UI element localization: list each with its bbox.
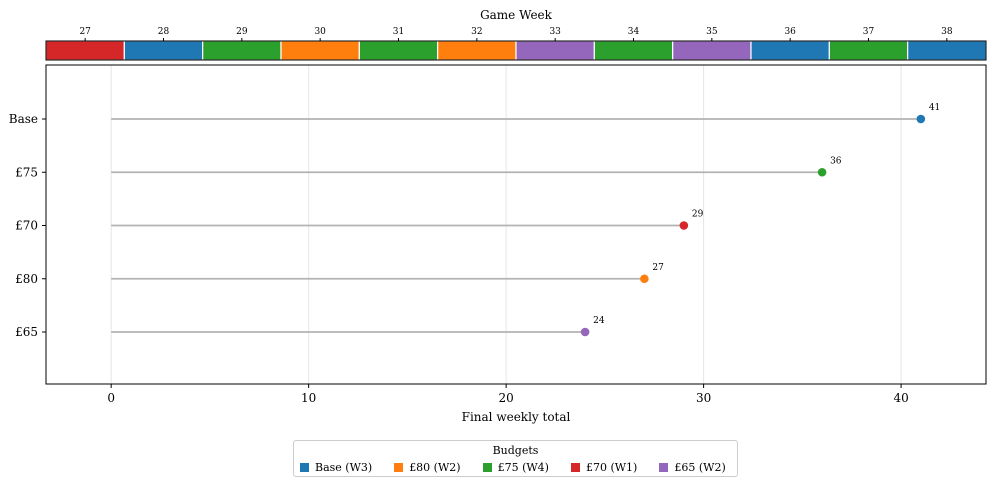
data-point <box>679 221 689 230</box>
data-label: 41 <box>929 103 940 113</box>
week-label: 33 <box>549 27 561 37</box>
legend-swatch <box>394 463 404 472</box>
x-axis: 0 10 20 30 40 <box>107 384 909 405</box>
data-point <box>640 274 649 284</box>
data-label: 29 <box>692 210 704 220</box>
legend-label: £70 (W1) <box>585 461 638 474</box>
legend-entry: £65 (W2) <box>659 461 726 474</box>
legend-entry: Base (W3) <box>300 461 372 474</box>
y-tick-label: £75 <box>15 165 38 179</box>
data-point <box>817 167 827 177</box>
week-label: 32 <box>471 27 482 37</box>
data-point <box>580 327 590 337</box>
grid-lines <box>110 65 902 384</box>
legend-title: Budgets <box>492 444 539 457</box>
game-week-strip: Game Week 27 28 29 30 31 32 33 34 35 36 37 38 <box>45 8 987 61</box>
legend-swatch <box>300 463 309 472</box>
legend-swatch <box>659 463 669 472</box>
x-tick-label: 10 <box>301 391 316 405</box>
legend-label: £80 (W2) <box>409 461 461 474</box>
x-tick-label: 0 <box>107 391 115 405</box>
legend-label: £65 (W2) <box>674 461 726 474</box>
week-cell <box>750 40 830 61</box>
week-cell <box>202 40 282 61</box>
week-cell <box>593 40 674 61</box>
data-label: 36 <box>830 156 842 166</box>
x-tick-label: 20 <box>498 391 513 405</box>
legend-entry: £75 (W4) <box>482 461 549 474</box>
data-point <box>916 114 926 124</box>
x-tick-label: 40 <box>893 391 908 405</box>
week-label: 38 <box>941 27 953 37</box>
week-label: 31 <box>393 27 404 37</box>
week-cell <box>437 40 517 61</box>
week-label: 34 <box>628 27 640 37</box>
week-label: 29 <box>236 27 248 37</box>
legend-label: £75 (W4) <box>497 461 549 474</box>
data-label: 27 <box>652 263 664 273</box>
week-cell <box>45 40 125 61</box>
legend-items: Base (W3) £80 (W2) £75 (W4) £70 (W1) £65 (W2… <box>300 461 748 474</box>
y-tick-label: £80 <box>15 272 38 286</box>
week-cell <box>907 40 987 61</box>
week-label: 37 <box>863 27 875 37</box>
strip-title: Game Week <box>480 8 553 22</box>
stems <box>111 118 921 333</box>
strip-frame <box>45 40 987 61</box>
data-label: 24 <box>593 316 605 326</box>
week-label: 27 <box>79 27 91 37</box>
legend-swatch <box>482 463 492 472</box>
week-label: 35 <box>706 27 718 37</box>
week-label: 36 <box>784 27 796 37</box>
y-tick-label: Base <box>9 112 38 126</box>
week-label: 28 <box>158 27 170 37</box>
week-cell <box>358 40 439 61</box>
week-label: 30 <box>314 27 326 37</box>
legend-entry: £70 (W1) <box>570 461 638 474</box>
legend-label: Base (W3) <box>315 461 373 474</box>
week-cell <box>123 40 204 61</box>
week-cell <box>672 40 752 61</box>
legend-swatch <box>570 463 580 472</box>
x-tick-label: 30 <box>696 391 711 405</box>
y-axis: Base £75 £70 £80 £65 <box>9 112 46 339</box>
plot-frame <box>45 64 987 385</box>
week-cell <box>828 40 909 61</box>
x-axis-label: Final weekly total <box>462 410 571 424</box>
legend-entry: £80 (W2) <box>394 461 461 474</box>
week-cell <box>515 40 595 61</box>
y-tick-label: £70 <box>15 219 38 233</box>
legend: Budgets Base (W3) £80 (W2) £75 (W4) £70 (W1… <box>293 440 738 477</box>
week-cell <box>280 40 360 61</box>
data-points: 41 36 29 27 24 <box>580 103 940 337</box>
y-tick-label: £65 <box>15 325 38 339</box>
